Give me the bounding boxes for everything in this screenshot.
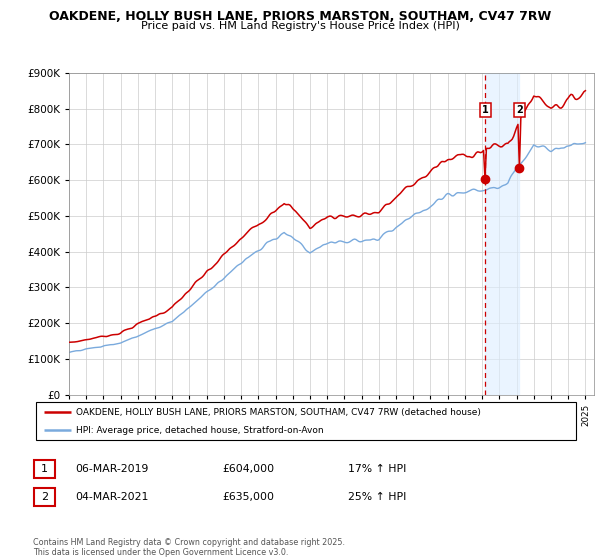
Text: 25% ↑ HPI: 25% ↑ HPI [348,492,406,502]
Text: OAKDENE, HOLLY BUSH LANE, PRIORS MARSTON, SOUTHAM, CV47 7RW: OAKDENE, HOLLY BUSH LANE, PRIORS MARSTON… [49,10,551,23]
Text: 2: 2 [516,105,523,115]
Text: Contains HM Land Registry data © Crown copyright and database right 2025.
This d: Contains HM Land Registry data © Crown c… [33,538,345,557]
FancyBboxPatch shape [34,460,55,478]
Text: Price paid vs. HM Land Registry's House Price Index (HPI): Price paid vs. HM Land Registry's House … [140,21,460,31]
Text: 2: 2 [41,492,48,502]
Text: 17% ↑ HPI: 17% ↑ HPI [348,464,406,474]
Text: OAKDENE, HOLLY BUSH LANE, PRIORS MARSTON, SOUTHAM, CV47 7RW (detached house): OAKDENE, HOLLY BUSH LANE, PRIORS MARSTON… [77,408,481,417]
Text: 1: 1 [482,105,488,115]
Text: HPI: Average price, detached house, Stratford-on-Avon: HPI: Average price, detached house, Stra… [77,426,324,435]
Text: £635,000: £635,000 [222,492,274,502]
Text: 1: 1 [41,464,48,474]
Bar [485,73,520,395]
Text: £604,000: £604,000 [222,464,274,474]
Text: 06-MAR-2019: 06-MAR-2019 [75,464,148,474]
FancyBboxPatch shape [34,488,55,506]
FancyBboxPatch shape [36,402,576,440]
Text: 04-MAR-2021: 04-MAR-2021 [75,492,148,502]
